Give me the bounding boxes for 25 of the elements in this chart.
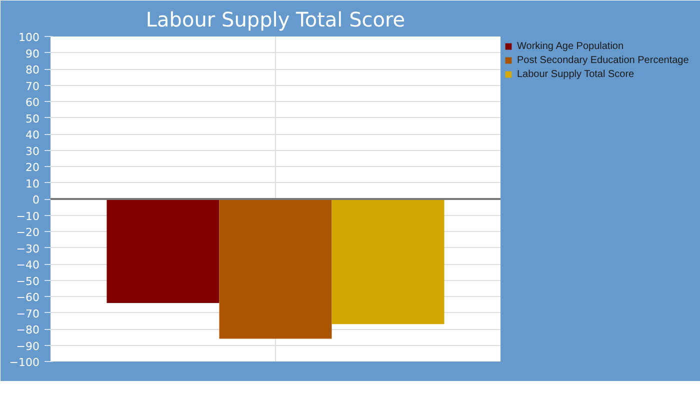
y-tick-label: 20: [26, 161, 40, 174]
chart-title: Labour Supply Total Score: [146, 8, 406, 32]
y-tick-label: 0: [32, 194, 40, 206]
y-tick-label: −30: [16, 242, 40, 256]
y-tick-label: 70: [26, 80, 40, 93]
y-tick-label: −90: [16, 340, 40, 353]
y-tick-label: 40: [26, 128, 40, 142]
y-tick-label: −80: [16, 324, 40, 336]
y-tick-label: 30: [26, 144, 40, 158]
y-tick-label: 50: [26, 112, 40, 126]
y-tick-label: −40: [16, 258, 40, 272]
y-tick-label: −60: [16, 291, 40, 304]
legend-label: Post Secondary Education Percentage: [517, 54, 689, 66]
y-tick-label: 80: [26, 64, 40, 76]
y-tick-label: −70: [16, 307, 40, 320]
y-tick-label: −20: [16, 226, 40, 239]
legend-label: Working Age Population: [517, 40, 624, 52]
y-tick-label: −50: [16, 274, 40, 288]
y-tick-label: −100: [9, 356, 40, 369]
y-tick-label: 90: [26, 47, 40, 60]
legend-label: Labour Supply Total Score: [517, 68, 634, 80]
y-tick-label: −10: [16, 210, 40, 223]
y-tick-label: 100: [18, 31, 40, 44]
y-tick-label: 10: [26, 177, 40, 190]
y-tick-label: 60: [26, 96, 40, 109]
